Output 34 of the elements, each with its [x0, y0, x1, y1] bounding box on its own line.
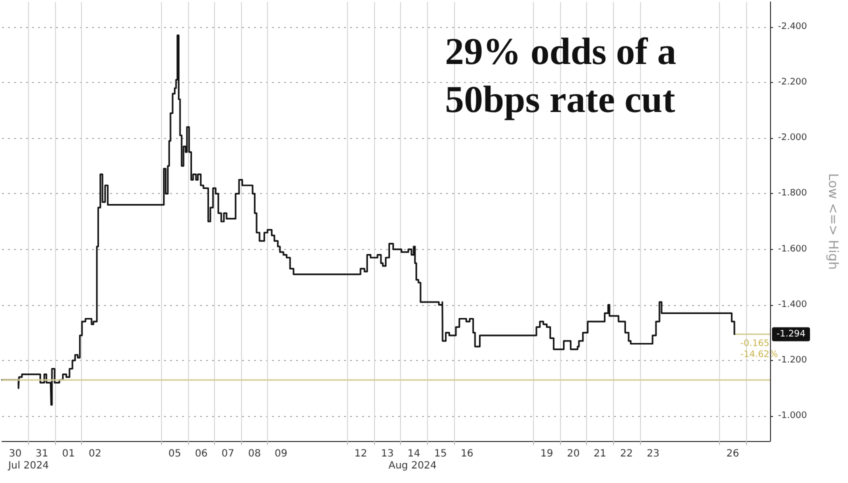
x-tick-label: 02 — [88, 448, 102, 460]
x-tick-label: 20 — [566, 448, 580, 460]
x-tick-label: 23 — [646, 448, 660, 460]
x-tick-label: 08 — [248, 448, 261, 460]
x-tick-label: 22 — [620, 448, 633, 460]
x-tick-label: 13 — [380, 448, 394, 460]
y-tick-label: -1.000 — [778, 410, 808, 421]
y-tick-label: -1.200 — [778, 355, 808, 366]
y-tick-label: -2.400 — [778, 22, 808, 32]
y-tick-label: -2.200 — [778, 78, 808, 88]
y-tick-label: -1.800 — [778, 188, 808, 199]
x-tick-label: 15 — [434, 448, 447, 460]
x-tick-label: 21 — [594, 448, 606, 460]
x-tick-label: 01 — [62, 448, 75, 460]
x-tick-label: 14 — [408, 448, 420, 460]
y-axis-title: Low <=> High — [825, 173, 840, 270]
y-tick-label: -2.000 — [778, 133, 808, 144]
x-tick-label: 12 — [354, 448, 368, 460]
annotation: -0.165 — [740, 338, 770, 349]
y-tick-label: -1.600 — [778, 244, 808, 254]
x-tick-label: 09 — [274, 448, 288, 460]
x-tick-label: 30 — [8, 448, 22, 460]
x-tick-label: 16 — [460, 448, 474, 460]
y-tick-label: -1.400 — [778, 300, 808, 310]
x-tick-label: 19 — [540, 448, 554, 460]
x-tick-label: 06 — [194, 448, 208, 460]
x-tick-label: 26 — [726, 448, 740, 460]
text: Aug 2024 — [388, 460, 437, 472]
text: 29% odds of a 50bps rate cut — [445, 31, 686, 121]
x-tick-label: 05 — [168, 448, 182, 460]
x-tick-label: 31 — [35, 448, 48, 460]
annotation: -1.294 — [776, 329, 806, 340]
text: Jul 2024 — [7, 460, 49, 472]
x-tick-label: 07 — [222, 448, 234, 460]
